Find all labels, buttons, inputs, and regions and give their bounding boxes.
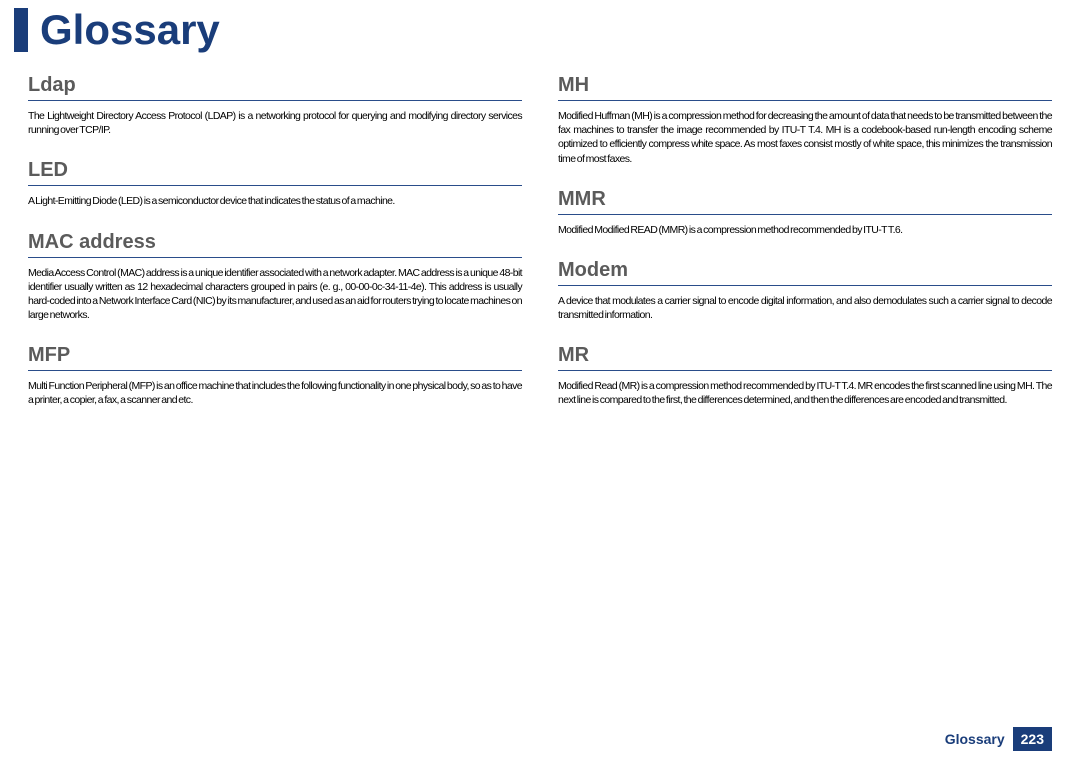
term-led: LED [28,159,522,186]
term-mmr: MMR [558,188,1052,215]
term-mr: MR [558,344,1052,371]
def-led: A Light-Emitting Diode (LED) is a semico… [28,194,522,208]
entry-mfp: MFP Multi Function Peripheral (MFP) is a… [28,344,522,407]
def-mh: Modified Huffman (MH) is a compression m… [558,109,1052,166]
footer: Glossary 223 [945,727,1052,751]
entry-led: LED A Light-Emitting Diode (LED) is a se… [28,159,522,208]
left-column: Ldap The Lightweight Directory Access Pr… [28,74,522,430]
term-mac-address: MAC address [28,231,522,258]
entry-mh: MH Modified Huffman (MH) is a compressio… [558,74,1052,166]
footer-page-number: 223 [1013,727,1052,751]
def-mmr: Modified Modified READ (MMR) is a compre… [558,223,1052,237]
entry-ldap: Ldap The Lightweight Directory Access Pr… [28,74,522,137]
term-mh: MH [558,74,1052,101]
term-mfp: MFP [28,344,522,371]
entry-mac-address: MAC address Media Access Control (MAC) a… [28,231,522,323]
def-ldap: The Lightweight Directory Access Protoco… [28,109,522,137]
right-column: MH Modified Huffman (MH) is a compressio… [558,74,1052,430]
term-ldap: Ldap [28,74,522,101]
def-mfp: Multi Function Peripheral (MFP) is an of… [28,379,522,407]
entry-mr: MR Modified Read (MR) is a compression m… [558,344,1052,407]
page-title: Glossary [14,8,1080,52]
entry-mmr: MMR Modified Modified READ (MMR) is a co… [558,188,1052,237]
def-mac-address: Media Access Control (MAC) address is a … [28,266,522,323]
def-mr: Modified Read (MR) is a compression meth… [558,379,1052,407]
footer-label: Glossary [945,731,1005,747]
term-modem: Modem [558,259,1052,286]
entry-modem: Modem A device that modulates a carrier … [558,259,1052,322]
def-modem: A device that modulates a carrier signal… [558,294,1052,322]
glossary-columns: Ldap The Lightweight Directory Access Pr… [0,74,1080,430]
